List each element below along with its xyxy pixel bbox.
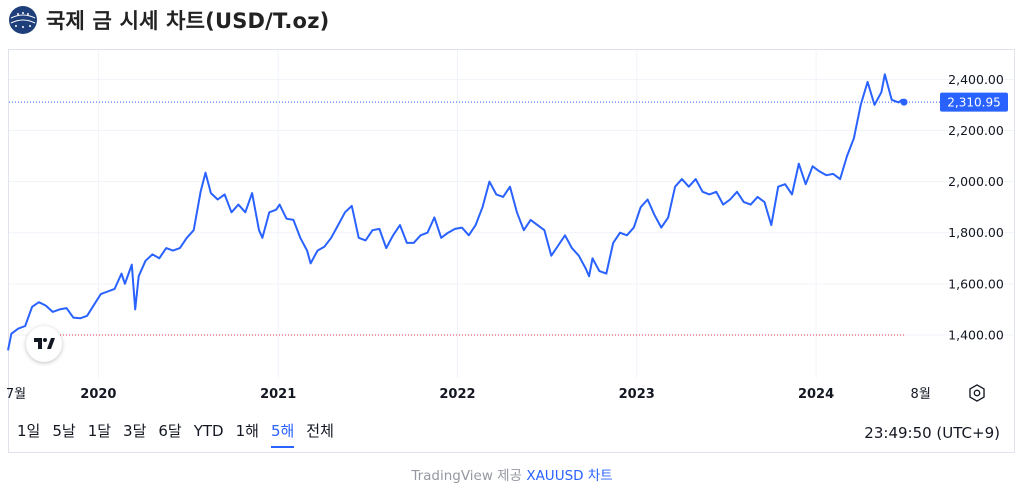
range-5d[interactable]: 5날 bbox=[52, 422, 76, 440]
y-tick-label: 2,000.00 bbox=[948, 174, 1004, 189]
last-price-dot bbox=[900, 98, 908, 106]
y-tick-label: 1,400.00 bbox=[948, 327, 1004, 342]
x-tick-label: 2022 bbox=[439, 387, 475, 402]
y-tick-label: 1,600.00 bbox=[948, 276, 1004, 291]
last-price-tag: 2,310.95 bbox=[940, 92, 1008, 112]
chart-widget[interactable] bbox=[8, 49, 1015, 453]
range-1y[interactable]: 1해 bbox=[235, 422, 259, 440]
range-5y[interactable]: 5해 bbox=[270, 420, 295, 448]
x-tick-label: 2021 bbox=[260, 387, 296, 402]
x-tick-label: 7월 bbox=[6, 387, 26, 402]
range-1d[interactable]: 1일 bbox=[17, 422, 41, 440]
gear-icon[interactable] bbox=[968, 384, 986, 402]
range-all[interactable]: 전체 bbox=[306, 422, 334, 440]
range-ytd[interactable]: YTD bbox=[193, 421, 224, 440]
range-6m[interactable]: 6달 bbox=[158, 422, 182, 440]
x-tick-label: 2023 bbox=[619, 387, 655, 402]
y-tick-label: 1,800.00 bbox=[948, 225, 1004, 240]
tradingview-logo-icon[interactable] bbox=[26, 326, 62, 362]
globe-icon bbox=[9, 6, 37, 34]
price-chart[interactable]: 1,400.00 1,600.00 1,800.00 2,000.00 2,200.00… bbox=[0, 0, 1024, 410]
attribution: TradingView 제공 XAUUSD 차트 bbox=[0, 464, 1024, 484]
range-selector: 1일 5날 1달 3달 6달 YTD 1해 5해 전체 bbox=[17, 420, 346, 448]
header: 국제 금 시세 차트(USD/T.oz) bbox=[8, 4, 329, 36]
attribution-prefix: TradingView 제공 bbox=[411, 468, 527, 484]
attribution-link[interactable]: XAUUSD 차트 bbox=[526, 468, 613, 484]
x-tick-label: 2020 bbox=[80, 387, 116, 402]
price-series-line bbox=[7, 73, 905, 351]
x-tick-label: 8월 bbox=[911, 387, 931, 402]
x-tick-label: 2024 bbox=[798, 387, 834, 402]
range-1m[interactable]: 1달 bbox=[87, 422, 112, 440]
last-price-label: 2,310.95 bbox=[947, 96, 1000, 110]
y-tick-label: 2,400.00 bbox=[948, 72, 1004, 87]
clock-timezone[interactable]: 23:49:50 (UTC+9) bbox=[864, 424, 1000, 442]
page-title: 국제 금 시세 차트(USD/T.oz) bbox=[46, 9, 330, 33]
y-tick-label: 2,200.00 bbox=[948, 123, 1004, 138]
range-3m[interactable]: 3달 bbox=[123, 422, 147, 440]
